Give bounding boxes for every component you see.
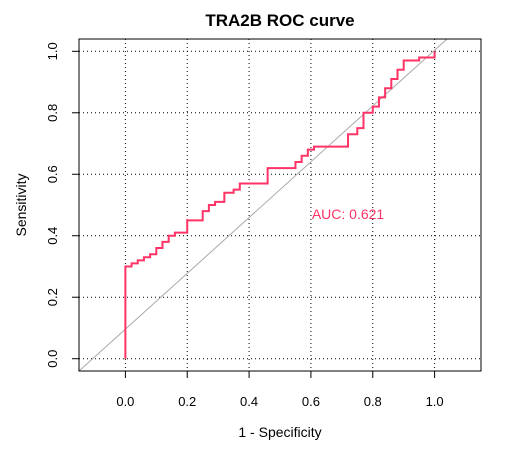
grid-lines	[79, 39, 481, 371]
x-axis: 0.0 0.2 0.4 0.6 0.8 1.0	[116, 370, 444, 409]
x-tick-label: 1.0	[426, 394, 444, 409]
y-axis-label: Sensitivity	[13, 173, 29, 236]
y-tick-label: 0.8	[45, 104, 60, 122]
y-axis: 0.0 0.2 0.4 0.6 0.8 1.0	[45, 42, 80, 368]
y-tick-label: 0.6	[45, 165, 60, 183]
plot-frame	[78, 38, 482, 372]
x-axis-label: 1 - Specificity	[238, 424, 321, 440]
auc-annotation: AUC: 0.621	[312, 206, 385, 222]
x-tick-label: 0.4	[240, 394, 258, 409]
y-tick-label: 0.2	[45, 288, 60, 306]
y-tick-label: 0.4	[45, 227, 60, 245]
x-tick-label: 0.0	[116, 394, 134, 409]
y-tick-label: 1.0	[45, 42, 60, 60]
x-tick-label: 0.8	[364, 394, 382, 409]
roc-series-line	[124, 51, 436, 359]
chart-title: TRA2B ROC curve	[205, 11, 354, 30]
x-tick-label: 0.2	[178, 394, 196, 409]
x-tick-label: 0.6	[302, 394, 320, 409]
y-tick-label: 0.0	[45, 350, 60, 368]
